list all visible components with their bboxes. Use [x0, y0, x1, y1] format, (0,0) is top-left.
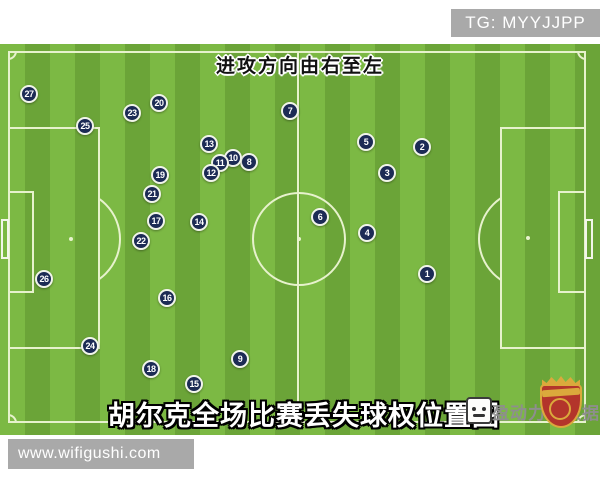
event-dot-2: 2	[413, 138, 431, 156]
event-dot-24: 24	[81, 337, 99, 355]
event-dot-14: 14	[190, 213, 208, 231]
event-dot-22: 22	[132, 232, 150, 250]
goal-frame-right	[585, 219, 593, 259]
penalty-area-right	[500, 127, 586, 349]
page-title: 胡尔克全场比赛丢失球权位置图	[108, 401, 500, 431]
event-dot-9: 9	[231, 350, 249, 368]
center-circle	[252, 192, 346, 286]
event-dot-27: 27	[20, 85, 38, 103]
club-crest-icon	[538, 376, 584, 430]
face-logo-eye	[482, 407, 486, 411]
event-dot-21: 21	[143, 185, 161, 203]
event-dot-7: 7	[281, 102, 299, 120]
penalty-spot-right	[526, 236, 530, 240]
event-dot-6: 6	[311, 208, 329, 226]
event-dot-13: 13	[200, 135, 218, 153]
center-spot	[297, 237, 301, 241]
event-dot-25: 25	[76, 117, 94, 135]
event-dot-1: 1	[418, 265, 436, 283]
event-dot-5: 5	[357, 133, 375, 151]
event-dot-26: 26	[35, 270, 53, 288]
face-logo-eye	[472, 407, 476, 411]
corner-arc-bottom-left	[8, 414, 17, 423]
event-dot-12: 12	[202, 164, 220, 182]
penalty-spot-left	[69, 237, 73, 241]
goal-frame-left	[1, 219, 9, 259]
event-dot-8: 8	[240, 153, 258, 171]
telegram-watermark: TG: MYYJJPP	[451, 9, 600, 37]
crest-crown	[542, 376, 580, 386]
event-dot-3: 3	[378, 164, 396, 182]
website-watermark: www.wifigushi.com	[8, 439, 194, 469]
event-dot-20: 20	[150, 94, 168, 112]
corner-arc-top-right	[577, 51, 586, 60]
event-dot-16: 16	[158, 289, 176, 307]
face-logo-mouth	[473, 414, 485, 417]
event-dot-4: 4	[358, 224, 376, 242]
event-dot-15: 15	[185, 375, 203, 393]
event-dot-23: 23	[123, 104, 141, 122]
event-dot-18: 18	[142, 360, 160, 378]
attack-direction-label: 进攻方向由右至左	[215, 56, 384, 77]
corner-arc-bottom-right	[577, 414, 586, 423]
crest-ring	[549, 398, 571, 420]
goal-area-left	[8, 191, 34, 293]
face-logo-icon	[466, 397, 492, 424]
goal-area-right	[558, 191, 586, 293]
event-dot-17: 17	[147, 212, 165, 230]
event-dot-19: 19	[151, 166, 169, 184]
